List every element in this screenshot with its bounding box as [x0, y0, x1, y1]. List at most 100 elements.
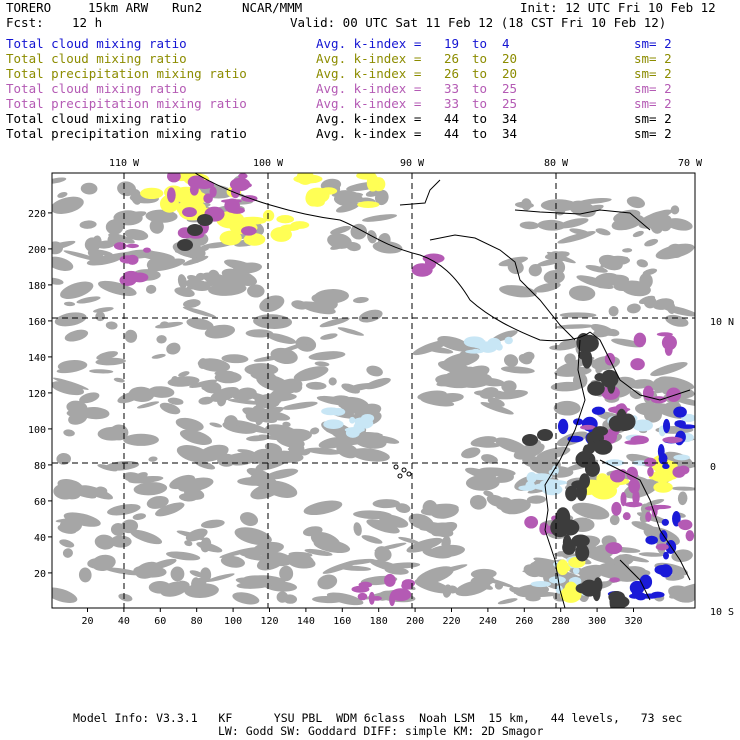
purple-patch [605, 542, 623, 555]
cloud-patch [500, 498, 531, 515]
purple-patch [357, 592, 368, 601]
cloud-patch [80, 182, 98, 195]
cloud-patch [665, 574, 685, 581]
purple-patch [241, 226, 257, 236]
cloud-patch [537, 219, 566, 231]
y-tick-label: 60 [34, 497, 46, 508]
cloud-patch [133, 482, 168, 496]
heavy-cell [565, 485, 578, 502]
light-cloud-patch [465, 349, 484, 354]
cloud-patch [214, 371, 242, 384]
cloud-patch [314, 361, 330, 367]
cloud-patch [626, 303, 641, 314]
longitude-label: 90 W [400, 158, 425, 169]
cloud-patch [166, 342, 181, 355]
cloud-patch [259, 295, 285, 313]
legend-to-word: to [472, 111, 488, 126]
heavy-cell [580, 579, 599, 597]
light-cloud-patch [349, 416, 356, 424]
cloud-patch [182, 255, 209, 266]
purple-patch [622, 512, 631, 521]
island [406, 471, 412, 477]
latitude-label: 10 S [710, 607, 734, 618]
heavy-cell [579, 473, 590, 489]
legend-from: 26 [444, 51, 460, 66]
cloud-patch [266, 333, 297, 344]
cloud-patch [491, 330, 518, 342]
cloud-patch [78, 567, 92, 583]
cloud-patch [557, 231, 596, 244]
cloud-patch [52, 177, 67, 184]
cloud-patch [634, 402, 663, 416]
x-tick-label: 20 [81, 616, 93, 627]
island [393, 464, 399, 470]
purple-patch [539, 522, 550, 536]
org-label: NCAR/MMM [242, 0, 303, 15]
purple-patch [647, 466, 654, 477]
cloud-patch [553, 400, 581, 416]
purple-patch [632, 489, 640, 505]
cloud-patch [57, 360, 88, 372]
legend-to-word: to [472, 66, 488, 81]
yellow-patch [262, 209, 275, 222]
yellow-patch [219, 230, 242, 246]
cloud-patch [84, 237, 101, 253]
purple-patch [189, 183, 199, 196]
cloud-patch [194, 460, 216, 470]
cloud-patch [117, 390, 143, 404]
cloud-patch [335, 202, 360, 213]
cloud-patch [197, 358, 231, 372]
cloud-patch [507, 260, 524, 275]
cloud-patch [52, 381, 85, 396]
heavy-cell [608, 415, 625, 432]
cloud-patch [595, 228, 611, 236]
cloud-patch [124, 329, 138, 343]
cloud-patch [486, 494, 506, 507]
blue-patch [659, 564, 673, 578]
cloud-patch [437, 335, 472, 352]
cloud-patch [362, 214, 398, 222]
cloud-patch [107, 504, 141, 516]
cloud-patch [79, 406, 110, 420]
purple-patch [401, 581, 413, 590]
cloud-patch [191, 577, 200, 591]
cloud-patch [470, 575, 495, 587]
cloud-patch [372, 499, 401, 509]
cloud-patch [503, 354, 519, 367]
cloud-patch [55, 518, 83, 523]
purple-patch [368, 591, 375, 605]
forecast-hour: 12 h [72, 15, 103, 30]
cloud-patch [52, 240, 76, 253]
cloud-patch [473, 390, 508, 397]
legend-sm: sm= 2 [634, 51, 672, 66]
cloud-patch [495, 437, 528, 454]
cloud-patch [156, 335, 167, 344]
cloud-patch [186, 318, 214, 330]
purple-patch [389, 592, 396, 607]
blue-patch [663, 418, 671, 434]
cloud-patch [526, 495, 547, 504]
legend-field: Total cloud mixing ratio [6, 111, 187, 126]
yellow-patch [590, 481, 618, 500]
x-tick-label: 140 [297, 616, 315, 627]
cloud-patch [183, 299, 201, 308]
cloud-patch [96, 351, 118, 360]
cloud-patch [261, 551, 293, 567]
cloud-patch [255, 395, 280, 409]
cloud-patch [626, 196, 645, 209]
cloud-patch [310, 427, 320, 435]
cloud-patch [227, 399, 264, 405]
legend-to: 25 [502, 81, 518, 96]
purple-patch [609, 577, 620, 583]
cloud-patch [200, 519, 225, 529]
cloud-patch [251, 448, 277, 465]
cloud-patch [629, 390, 642, 400]
purple-patch [351, 585, 370, 593]
longitude-label: 70 W [678, 158, 703, 169]
purple-patch [662, 436, 683, 444]
cloud-patch [171, 376, 180, 387]
purple-patch [633, 332, 647, 348]
cloud-patch [95, 486, 108, 495]
y-tick-label: 220 [28, 209, 46, 220]
blue-patch [662, 551, 670, 560]
